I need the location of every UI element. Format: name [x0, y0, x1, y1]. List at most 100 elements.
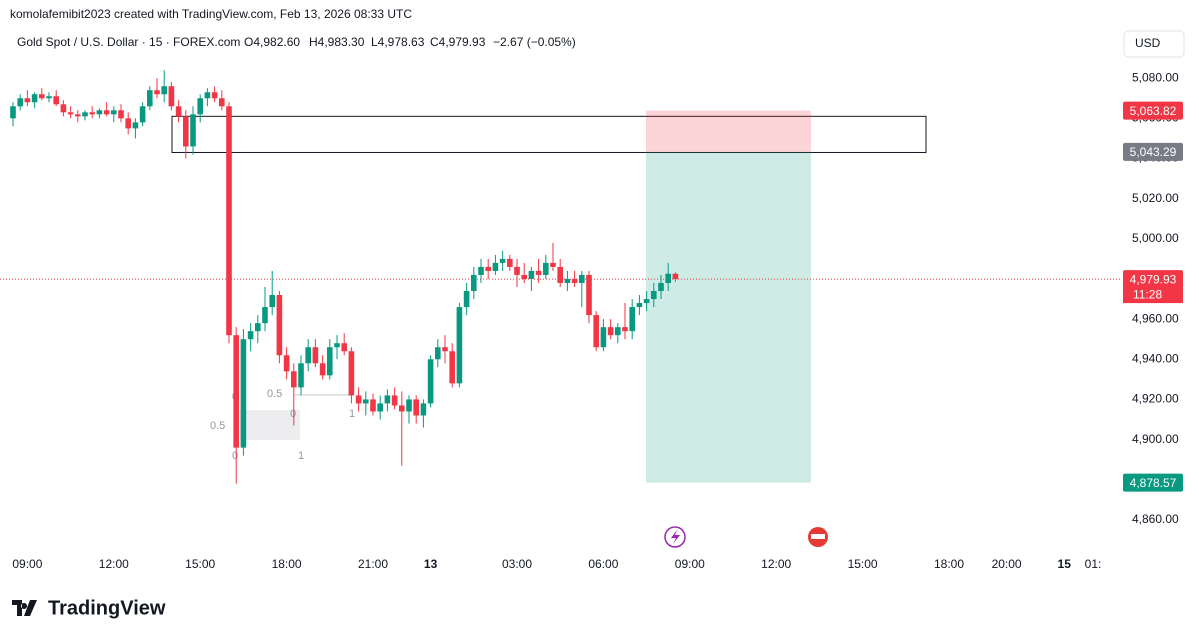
candle-body: [643, 299, 650, 304]
fib-box: [240, 410, 300, 440]
candle-body: [420, 403, 427, 416]
candle-body: [456, 307, 463, 384]
candle-body: [283, 355, 290, 372]
candle-body: [507, 258, 513, 267]
candle-body: [219, 98, 225, 107]
flag-stripe: [811, 534, 825, 539]
candle-body: [67, 112, 74, 115]
candle-body: [521, 274, 527, 279]
candle-body: [651, 291, 657, 300]
legend-change: −2.67 (−0.05%): [493, 35, 576, 49]
candle-body: [183, 116, 189, 147]
candle-body: [391, 395, 398, 406]
candle-body: [528, 270, 535, 279]
candle-body: [125, 118, 131, 129]
candle-body: [348, 351, 355, 396]
candle-body: [233, 335, 239, 448]
candle-body: [312, 347, 319, 364]
x-tick-label: 15: [1058, 557, 1072, 571]
candle-body: [413, 399, 419, 416]
candle-body: [111, 110, 117, 115]
x-tick-label: 09:00: [675, 557, 705, 571]
target-label: 4,878.57: [1130, 476, 1177, 490]
currency-button[interactable]: [1123, 30, 1185, 58]
candle-body: [17, 98, 23, 107]
x-tick-label: 09:00: [12, 557, 42, 571]
entry-label: 5,043.29: [1130, 145, 1177, 159]
candle-body: [190, 114, 196, 147]
currency: USD: [1135, 36, 1161, 50]
candle-body: [24, 98, 31, 103]
candle-body: [564, 278, 571, 283]
symbol: Gold Spot / U.S. Dollar · 15 · FOREX.com: [17, 35, 240, 49]
countdown-tag: [1123, 287, 1183, 304]
candle-body: [485, 266, 491, 271]
candle-body: [211, 92, 218, 99]
candle-body: [406, 399, 412, 412]
candle-body: [370, 399, 376, 412]
stop-label: 5,063.82: [1130, 104, 1177, 118]
legend-high: H4,983.30: [309, 35, 365, 49]
candle-body: [161, 86, 167, 95]
candle-body: [665, 273, 671, 283]
y-tick-label: 5,000.00: [1132, 231, 1179, 245]
candle-body: [399, 405, 405, 412]
candle-body: [355, 395, 362, 404]
credit: komolafemibit2023 created with TradingVi…: [10, 7, 412, 21]
candle-body: [262, 307, 268, 324]
candle-body: [622, 327, 628, 332]
candle-body: [132, 122, 139, 129]
fib-label: 0.5: [210, 420, 225, 432]
candle-body: [305, 347, 311, 364]
fib-label: 0.5: [267, 388, 282, 400]
candle-body: [255, 323, 261, 332]
x-tick-label: 21:00: [358, 557, 388, 571]
candle-body: [327, 347, 333, 376]
candle-body: [204, 92, 211, 99]
candle-body: [276, 295, 283, 356]
candle-body: [550, 262, 556, 267]
candle-body: [463, 291, 470, 308]
x-tick-label: 20:00: [992, 557, 1022, 571]
candle-body: [269, 295, 275, 308]
y-tick-label: 5,080.00: [1132, 70, 1179, 84]
candle-body: [10, 106, 16, 119]
candle-body: [492, 262, 499, 271]
y-tick-label: 5,020.00: [1132, 191, 1179, 205]
candle-body: [636, 303, 643, 308]
candle-body: [579, 274, 585, 283]
target-tag: [1123, 473, 1183, 492]
y-tick-label: 4,900.00: [1132, 432, 1179, 446]
candle-body: [82, 112, 88, 117]
reward-area: [646, 151, 811, 483]
candle-body: [478, 266, 484, 275]
fib-label: 0: [232, 450, 238, 462]
candle-body: [471, 274, 477, 292]
candle-body: [154, 90, 160, 95]
candle-body: [247, 331, 254, 340]
candle-body: [96, 110, 103, 115]
candle-body: [197, 98, 203, 115]
y-tick-label: 4,860.00: [1132, 512, 1179, 526]
candle-body: [46, 96, 52, 99]
candle-body: [586, 274, 592, 316]
candle-body: [168, 86, 175, 107]
candle-body: [543, 262, 549, 275]
x-tick-label: 12:00: [99, 557, 129, 571]
candle-body: [89, 112, 95, 115]
candle-body: [535, 270, 542, 275]
x-tick-label: 15:00: [185, 557, 215, 571]
zone: [171, 115, 927, 153]
countdown: 11:28: [1133, 287, 1162, 301]
fib-label: 0: [290, 408, 296, 420]
candle-body: [103, 110, 110, 115]
fib-label: 1: [349, 408, 355, 420]
risk-area: [646, 110, 811, 152]
candle-body: [118, 110, 124, 119]
candle-body: [499, 258, 506, 263]
last-tag: [1123, 270, 1183, 289]
candle-body: [571, 278, 578, 283]
y-tick-label: 4,940.00: [1132, 351, 1179, 365]
candle-body: [600, 327, 607, 348]
